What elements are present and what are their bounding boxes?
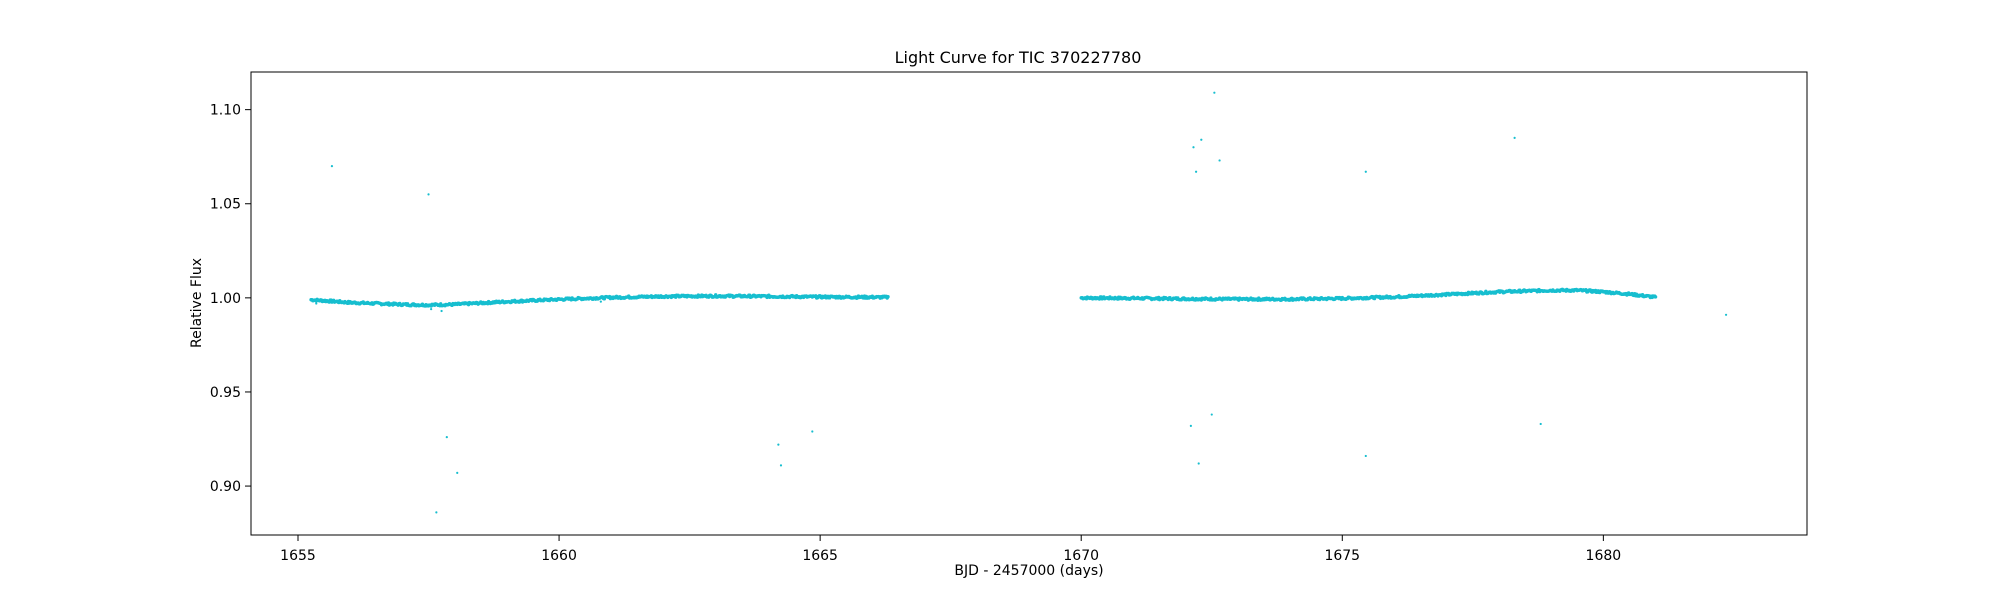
data-point (1210, 413, 1213, 416)
data-point (599, 300, 602, 303)
x-tick-label: 1675 (1324, 548, 1360, 564)
data-point (440, 309, 443, 313)
data-point (1189, 424, 1192, 427)
y-axis-label: Relative Flux (189, 258, 205, 348)
chart-title: Light Curve for TIC 370227780 (895, 48, 1142, 67)
x-tick-label: 1665 (802, 548, 838, 564)
data-points (309, 91, 1728, 514)
x-tick-label: 1660 (541, 548, 577, 564)
axes-frame (250, 71, 1808, 536)
data-point (1192, 146, 1195, 149)
plot-area (250, 71, 1808, 536)
y-tick-label: 1.05 (210, 197, 241, 213)
data-point (1724, 313, 1728, 316)
data-point (456, 471, 459, 474)
y-tick-label: 1.00 (210, 291, 241, 307)
x-axis: 1655 1660 1665 1670 1675 1680 (280, 535, 1621, 564)
data-point (1200, 138, 1203, 141)
data-point (445, 436, 448, 439)
data-point (1364, 170, 1367, 173)
y-tick-label: 1.10 (210, 103, 241, 119)
data-point (811, 430, 814, 433)
y-axis: 0.90 0.95 1.00 1.05 1.10 (210, 103, 251, 495)
data-point (1213, 91, 1216, 94)
data-point (1197, 462, 1200, 465)
data-point (1539, 422, 1542, 426)
y-tick-label: 0.95 (210, 385, 241, 401)
data-point (330, 165, 334, 168)
x-tick-label: 1670 (1063, 548, 1099, 564)
data-point (427, 193, 430, 196)
data-point (1218, 159, 1221, 162)
data-point (1194, 170, 1198, 173)
x-tick-label: 1655 (280, 548, 316, 564)
data-point (315, 302, 318, 305)
data-point (1513, 136, 1516, 139)
data-point (435, 511, 438, 514)
x-tick-label: 1680 (1586, 548, 1622, 564)
x-axis-label: BJD - 2457000 (days) (954, 563, 1103, 579)
data-point (1364, 454, 1367, 458)
data-point (777, 443, 780, 446)
data-point (1653, 295, 1658, 299)
data-point (779, 464, 783, 467)
data-point (886, 295, 890, 299)
y-tick-label: 0.90 (210, 479, 241, 495)
data-point (430, 308, 433, 311)
